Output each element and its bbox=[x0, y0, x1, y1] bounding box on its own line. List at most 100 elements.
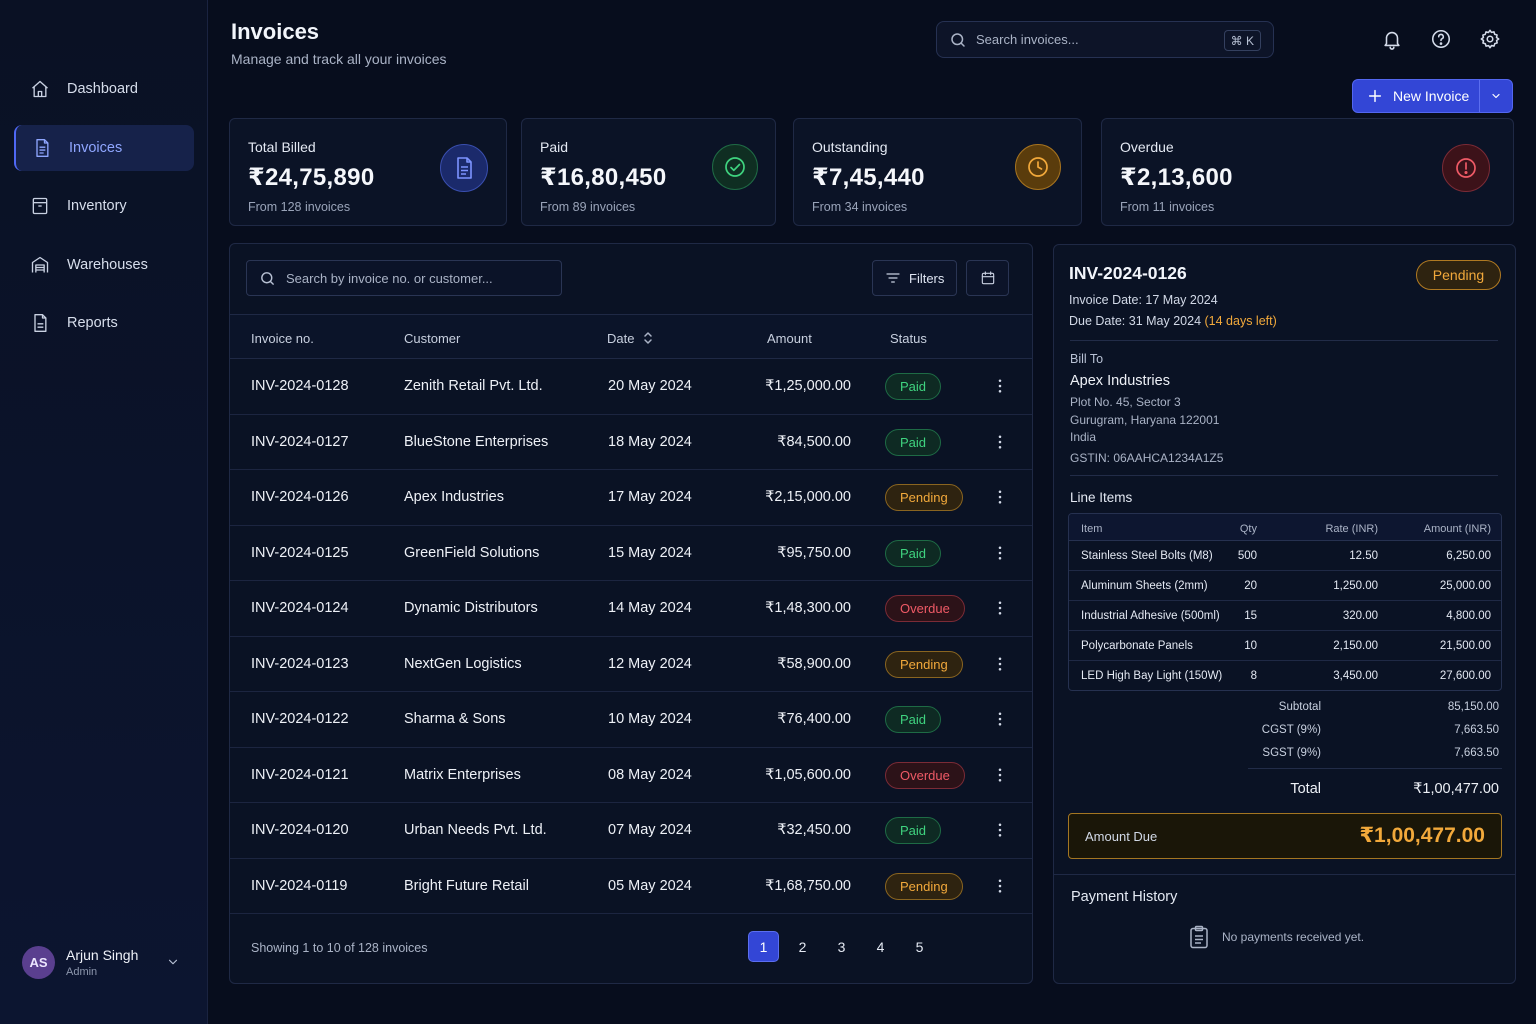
sidebar-item-inventory[interactable]: Inventory bbox=[14, 183, 194, 229]
pagination: 1 2 3 4 5 bbox=[739, 931, 935, 962]
sidebar-item-dashboard[interactable]: Dashboard bbox=[14, 66, 194, 112]
stat-value: ₹2,13,600 bbox=[1120, 164, 1233, 191]
bill-to-label: Bill To bbox=[1070, 352, 1104, 366]
status-badge: Paid bbox=[885, 373, 942, 400]
sidebar-item-label: Reports bbox=[67, 315, 118, 331]
warehouse-icon bbox=[30, 255, 50, 275]
clipboard-icon bbox=[1188, 925, 1210, 949]
amount-due-value: ₹1,00,477.00 bbox=[1359, 824, 1485, 847]
invoice-detail-panel: INV-2024-0126 Pending Invoice Date: 17 M… bbox=[1053, 244, 1516, 984]
more-vertical-icon[interactable] bbox=[991, 488, 1009, 506]
line-header-rate: Rate (INR) bbox=[1325, 523, 1378, 535]
date-picker-button[interactable] bbox=[966, 260, 1009, 296]
address-line: Gurugram, Haryana 122001 bbox=[1070, 413, 1220, 427]
table-row[interactable]: INV-2024-0128 Zenith Retail Pvt. Ltd. 20 M… bbox=[230, 359, 1032, 415]
cell-date: 07 May 2024 bbox=[608, 822, 692, 838]
more-vertical-icon[interactable] bbox=[991, 766, 1009, 784]
sidebar-item-warehouses[interactable]: Warehouses bbox=[14, 242, 194, 288]
table-row[interactable]: INV-2024-0126 Apex Industries 17 May 2024 ₹… bbox=[230, 470, 1032, 526]
table-search[interactable] bbox=[246, 260, 562, 296]
gear-icon[interactable] bbox=[1479, 28, 1501, 50]
user-info: Arjun Singh Admin bbox=[66, 947, 138, 978]
table-search-input[interactable] bbox=[286, 270, 556, 286]
alert-circle-icon bbox=[1442, 144, 1490, 192]
column-header-date[interactable]: Date bbox=[607, 331, 654, 346]
table-row[interactable]: INV-2024-0119 Bright Future Retail 05 May … bbox=[230, 859, 1032, 914]
user-role: Admin bbox=[66, 965, 98, 978]
cell-date: 18 May 2024 bbox=[608, 433, 692, 450]
line-item-rate: 2,150.00 bbox=[1333, 640, 1378, 652]
column-header-date-label: Date bbox=[607, 331, 635, 346]
page-button-5[interactable]: 5 bbox=[915, 938, 924, 955]
cell-invoice-no: INV-2024-0127 bbox=[251, 433, 349, 450]
line-item-rate: 12.50 bbox=[1349, 550, 1378, 562]
new-invoice-button-group: New Invoice bbox=[1352, 79, 1513, 113]
user-name: Arjun Singh bbox=[66, 946, 139, 963]
cell-invoice-no: INV-2024-0120 bbox=[251, 822, 349, 838]
sidebar: Dashboard Invoices Inventory Warehouses … bbox=[0, 0, 208, 1024]
total-label: Total bbox=[1290, 781, 1321, 797]
sort-icon[interactable] bbox=[642, 331, 654, 345]
table-row[interactable]: INV-2024-0120 Urban Needs Pvt. Ltd. 07 May… bbox=[230, 803, 1032, 859]
amount-due-box: Amount Due ₹1,00,477.00 bbox=[1068, 813, 1502, 859]
bell-icon[interactable] bbox=[1381, 28, 1403, 50]
sidebar-item-reports[interactable]: Reports bbox=[14, 300, 194, 346]
cell-date: 17 May 2024 bbox=[608, 489, 692, 505]
more-vertical-icon[interactable] bbox=[991, 599, 1009, 617]
global-search[interactable]: ⌘ K bbox=[936, 21, 1274, 58]
cell-customer: Apex Industries bbox=[404, 489, 504, 505]
subtotal-label: Subtotal bbox=[1278, 701, 1321, 713]
gstin: GSTIN: 06AAHCA1234A1Z5 bbox=[1070, 451, 1224, 465]
table-row[interactable]: INV-2024-0122 Sharma & Sons 10 May 2024 ₹76… bbox=[230, 692, 1032, 748]
status-badge: Paid bbox=[885, 428, 942, 456]
table-row[interactable]: INV-2024-0127 BlueStone Enterprises 18 May… bbox=[230, 415, 1032, 470]
status-badge: Overdue bbox=[885, 595, 965, 622]
table-row[interactable]: INV-2024-0124 Dynamic Distributors 14 May … bbox=[230, 581, 1032, 637]
more-vertical-icon[interactable] bbox=[991, 821, 1009, 839]
more-vertical-icon[interactable] bbox=[991, 433, 1009, 451]
more-vertical-icon[interactable] bbox=[991, 710, 1009, 728]
status-badge: Pending bbox=[885, 484, 963, 511]
more-vertical-icon[interactable] bbox=[991, 655, 1009, 673]
pagination-summary: Showing 1 to 10 of 128 invoices bbox=[251, 941, 428, 955]
help-icon[interactable] bbox=[1430, 28, 1452, 50]
cell-invoice-no: INV-2024-0121 bbox=[251, 766, 349, 783]
line-item-rate: 3,450.00 bbox=[1333, 670, 1378, 682]
cell-invoice-no: INV-2024-0125 bbox=[251, 544, 349, 561]
table-row[interactable]: INV-2024-0125 GreenField Solutions 15 May … bbox=[230, 526, 1032, 581]
more-vertical-icon[interactable] bbox=[991, 877, 1009, 895]
new-invoice-button[interactable]: New Invoice bbox=[1353, 80, 1479, 112]
more-vertical-icon[interactable] bbox=[991, 544, 1009, 562]
sidebar-item-invoices[interactable]: Invoices bbox=[14, 124, 194, 171]
divider bbox=[1054, 874, 1515, 875]
page-button-4[interactable]: 4 bbox=[876, 938, 885, 955]
global-search-input[interactable] bbox=[976, 32, 1206, 47]
status-badge: Pending bbox=[885, 650, 963, 678]
status-badge: Overdue bbox=[885, 761, 965, 789]
stat-label: Total Billed bbox=[248, 139, 316, 155]
line-item-qty: 15 bbox=[1244, 610, 1257, 622]
stat-label: Outstanding bbox=[812, 139, 888, 155]
more-vertical-icon[interactable] bbox=[991, 377, 1009, 395]
page-button-3[interactable]: 3 bbox=[837, 938, 846, 955]
sidebar-item-label: Inventory bbox=[67, 198, 127, 214]
chevron-down-icon[interactable] bbox=[166, 955, 180, 969]
new-invoice-dropdown[interactable] bbox=[1479, 80, 1512, 112]
box-icon bbox=[30, 196, 50, 216]
table-row[interactable]: INV-2024-0121 Matrix Enterprises 08 May 20… bbox=[230, 748, 1032, 803]
line-item-rate: 1,250.00 bbox=[1333, 580, 1378, 592]
cell-invoice-no: INV-2024-0126 bbox=[251, 489, 349, 505]
page-button-1[interactable]: 1 bbox=[748, 931, 779, 962]
page-button-2[interactable]: 2 bbox=[798, 938, 807, 955]
filters-button[interactable]: Filters bbox=[872, 260, 957, 296]
table-row[interactable]: INV-2024-0123 NextGen Logistics 12 May 202… bbox=[230, 637, 1032, 692]
stat-value: ₹24,75,890 bbox=[248, 164, 375, 191]
table-header: Invoice no. Customer Date Amount Status bbox=[230, 314, 1032, 359]
line-header-item: Item bbox=[1081, 523, 1103, 535]
cell-customer: NextGen Logistics bbox=[404, 655, 522, 672]
payment-history-title: Payment History bbox=[1071, 889, 1178, 905]
user-menu[interactable]: AS Arjun Singh Admin bbox=[22, 942, 192, 982]
detail-invoice-date: Invoice Date: 17 May 2024 bbox=[1069, 293, 1218, 307]
line-header-amount: Amount (INR) bbox=[1423, 523, 1491, 535]
stat-label: Paid bbox=[540, 139, 569, 155]
